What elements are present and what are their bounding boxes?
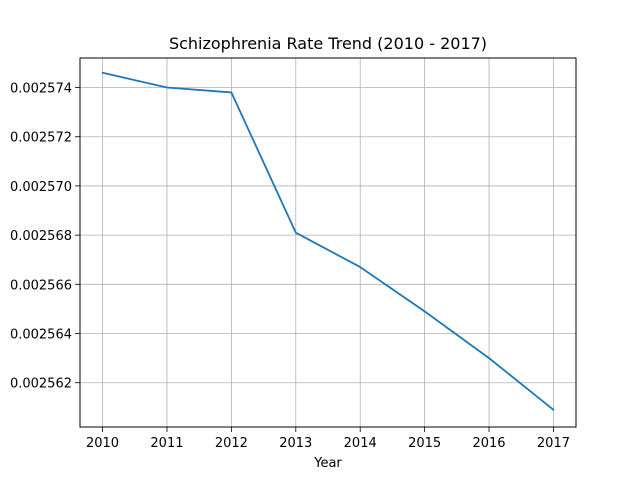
x-tick-label: 2017 (537, 436, 570, 451)
chart-title: Schizophrenia Rate Trend (2010 - 2017) (169, 34, 487, 53)
y-tick-label: 0.002566 (10, 278, 72, 293)
x-tick-label: 2013 (279, 436, 312, 451)
x-tick-label: 2010 (86, 436, 119, 451)
grid-lines (80, 58, 576, 427)
y-tick-label: 0.002574 (10, 82, 72, 97)
x-tick-label: 2011 (150, 436, 183, 451)
x-tick-label: 2015 (408, 436, 441, 451)
x-axis-label: Year (313, 456, 342, 471)
y-tick-label: 0.002568 (10, 229, 72, 244)
y-tick-label: 0.002572 (10, 131, 72, 146)
y-tick-label: 0.002562 (10, 377, 72, 392)
axis-ticks: 2010 2011 2012 2013 2014 2015 2016 2017 0.002562… (10, 82, 570, 451)
x-tick-label: 2012 (215, 436, 248, 451)
plot-series (101, 71, 555, 411)
series-line (101, 71, 555, 411)
x-tick-label: 2014 (344, 436, 377, 451)
axes-frame (79, 57, 577, 428)
y-tick-label: 0.002564 (10, 328, 72, 343)
y-tick-label: 0.002570 (10, 180, 72, 195)
x-tick-label: 2016 (472, 436, 505, 451)
